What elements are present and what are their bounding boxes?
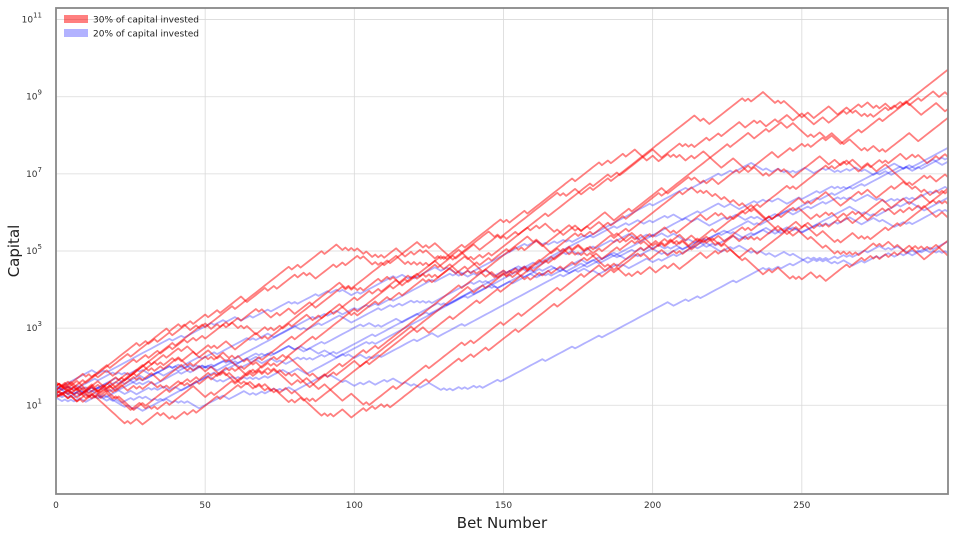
x-axis-label: Bet Number — [457, 514, 548, 532]
legend-label: 20% of capital invested — [93, 30, 199, 40]
y-tick-base: 10 — [26, 247, 38, 257]
legend: 30% of capital invested 20% of capital in… — [64, 15, 199, 40]
x-tick-label: 50 — [199, 501, 211, 511]
series-line-30pct — [55, 173, 949, 426]
x-tick-label: 200 — [644, 501, 661, 511]
series-line-30pct — [55, 237, 949, 399]
series-layer — [55, 68, 949, 426]
y-tick-label: 1011 — [22, 12, 42, 26]
x-tick-label: 100 — [346, 501, 363, 511]
y-tick-base: 10 — [26, 324, 38, 334]
y-axis-label: Capital — [5, 225, 23, 278]
series-line-30pct — [55, 117, 949, 403]
x-tick-label: 250 — [793, 501, 810, 511]
y-tick-exponent: 11 — [33, 12, 42, 20]
y-tick-label: 109 — [26, 89, 42, 103]
legend-swatch — [64, 29, 88, 37]
y-tick-exponent: 3 — [38, 320, 42, 328]
series-line-30pct — [55, 148, 949, 400]
plot-frame — [55, 7, 949, 495]
y-tick-label: 107 — [26, 166, 42, 180]
y-tick-label: 105 — [26, 243, 42, 257]
x-tick-label: 150 — [495, 501, 512, 511]
y-tick-exponent: 7 — [38, 166, 42, 174]
series-line-30pct — [55, 186, 949, 404]
y-tick-base: 10 — [22, 16, 34, 26]
y-tick-exponent: 5 — [38, 243, 42, 251]
x-tick-label: 0 — [53, 501, 59, 511]
series-line-20pct — [55, 158, 949, 400]
series-line-30pct — [55, 193, 949, 411]
y-tick-base: 10 — [26, 401, 38, 411]
y-tick-exponent: 1 — [38, 397, 42, 405]
series-line-30pct — [55, 204, 949, 388]
series-line-30pct — [55, 229, 949, 395]
y-tick-base: 10 — [26, 93, 38, 103]
y-tick-label: 101 — [26, 397, 42, 411]
series-line-30pct — [55, 90, 949, 391]
y-tick-label: 103 — [26, 320, 42, 334]
series-line-30pct — [55, 158, 949, 411]
y-tick-base: 10 — [26, 170, 38, 180]
legend-label: 30% of capital invested — [93, 16, 199, 26]
y-tick-exponent: 9 — [38, 89, 42, 97]
series-line-30pct — [55, 68, 949, 392]
legend-swatch — [64, 15, 88, 23]
